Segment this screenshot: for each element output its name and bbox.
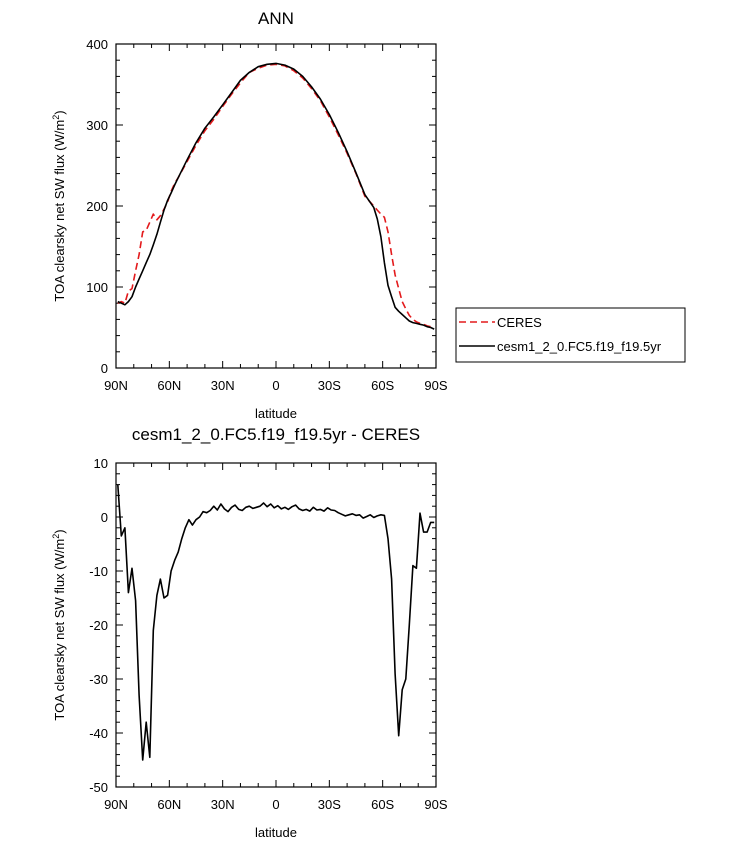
axis-ticks: 90N 60N 30N 0 30S 60S 90S 0 100 200 300 400 <box>86 37 448 393</box>
legend-label-ceres: CERES <box>497 315 542 330</box>
y-tick-label: 400 <box>86 37 108 52</box>
legend-box <box>455 307 686 363</box>
x-axis-label: latitude <box>255 825 297 840</box>
chart-title: ANN <box>258 9 294 28</box>
legend: CERES cesm1_2_0.FC5.f19_f19.5yr <box>455 307 686 363</box>
y-axis-label-main: TOA clearsky net SW flux (W/m <box>52 120 67 302</box>
y-tick-label: -10 <box>89 564 108 579</box>
plot-frame <box>115 462 437 788</box>
series-group <box>117 62 435 330</box>
y-tick-label: -40 <box>89 726 108 741</box>
axis-ticks: 90N 60N 30N 0 30S 60S 90S -50 -40 -30 -20 -10 0 10 <box>89 456 448 812</box>
y-tick-label: 0 <box>101 510 108 525</box>
series-group <box>117 484 435 761</box>
y-axis-label-superscript: 2 <box>51 115 61 120</box>
y-tick-label: 0 <box>101 361 108 376</box>
x-tick-label: 30N <box>211 797 235 812</box>
x-tick-label: 30S <box>318 797 341 812</box>
difference-panel: cesm1_2_0.FC5.f19_f19.5yr - CERES 90N 60N… <box>51 425 448 840</box>
x-tick-label: 30N <box>211 378 235 393</box>
x-tick-label: 90N <box>104 378 128 393</box>
y-tick-label: 100 <box>86 280 108 295</box>
y-axis-label: TOA clearsky net SW flux (W/m2) <box>51 110 67 301</box>
x-tick-label: 90S <box>424 797 447 812</box>
x-axis-label: latitude <box>255 406 297 421</box>
x-tick-label: 60N <box>157 797 181 812</box>
x-tick-label: 60S <box>371 378 394 393</box>
chart-title: cesm1_2_0.FC5.f19_f19.5yr - CERES <box>132 425 420 444</box>
y-tick-label: 200 <box>86 199 108 214</box>
x-tick-label: 90S <box>424 378 447 393</box>
mean-flux-panel: ANN 90N 60N 30N 0 30S 60S 90S 0 100 200 300 400 lat… <box>51 9 448 421</box>
y-axis-label-superscript: 2 <box>51 534 61 539</box>
y-tick-label: -30 <box>89 672 108 687</box>
y-tick-label: -20 <box>89 618 108 633</box>
x-tick-label: 90N <box>104 797 128 812</box>
y-tick-label: 300 <box>86 118 108 133</box>
series-line-difference <box>117 484 435 761</box>
x-tick-label: 0 <box>272 378 279 393</box>
y-axis-label: TOA clearsky net SW flux (W/m2) <box>51 529 67 720</box>
plot-frame <box>115 43 437 369</box>
x-tick-label: 30S <box>318 378 341 393</box>
y-axis-label-close: ) <box>52 110 67 114</box>
y-tick-label: 10 <box>94 456 108 471</box>
y-axis-label-close: ) <box>52 529 67 533</box>
x-tick-label: 60N <box>157 378 181 393</box>
series-line-ceres <box>117 63 435 329</box>
series-line-cesm1-2-0-fc5-f19-f19-5yr <box>117 62 435 330</box>
y-axis-label-main: TOA clearsky net SW flux (W/m <box>52 539 67 721</box>
y-tick-label: -50 <box>89 780 108 795</box>
legend-label-model: cesm1_2_0.FC5.f19_f19.5yr <box>497 339 662 354</box>
x-tick-label: 0 <box>272 797 279 812</box>
x-tick-label: 60S <box>371 797 394 812</box>
